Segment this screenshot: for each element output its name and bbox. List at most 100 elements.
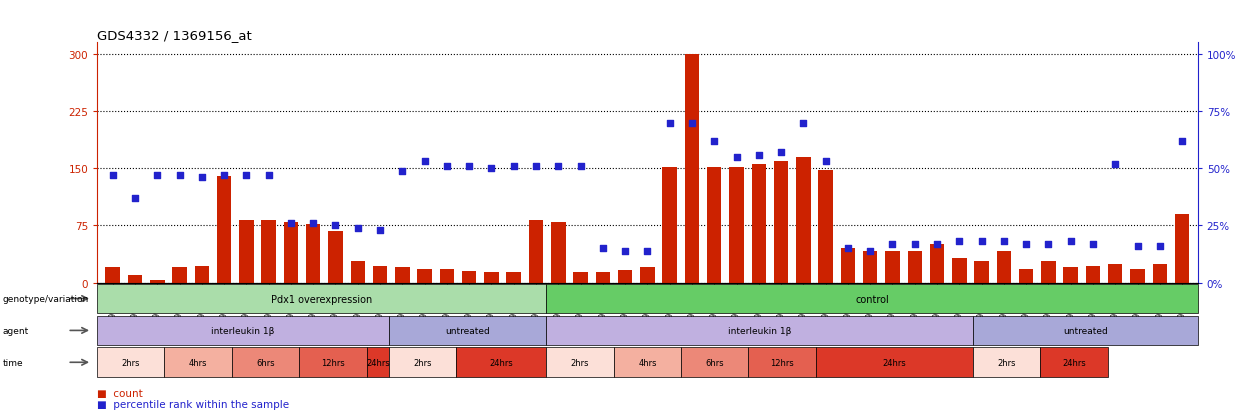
Text: 2hrs: 2hrs xyxy=(570,358,589,367)
Bar xyxy=(996,251,1011,283)
Bar xyxy=(529,221,543,283)
Bar xyxy=(685,55,700,283)
Bar xyxy=(417,269,432,283)
Bar xyxy=(930,245,944,283)
Point xyxy=(281,220,301,227)
Point xyxy=(237,172,256,179)
Text: ■  percentile rank within the sample: ■ percentile rank within the sample xyxy=(97,399,289,409)
Point xyxy=(459,163,479,170)
Text: interleukin 1β: interleukin 1β xyxy=(728,326,792,335)
Point xyxy=(1150,243,1170,250)
Text: 12hrs: 12hrs xyxy=(771,358,794,367)
Bar xyxy=(439,269,454,283)
Text: untreated: untreated xyxy=(1063,326,1108,335)
Point xyxy=(169,172,189,179)
Bar xyxy=(1063,268,1078,283)
Point xyxy=(124,195,144,202)
Point xyxy=(637,248,657,254)
Point xyxy=(1016,241,1036,247)
Bar xyxy=(730,167,743,283)
Point xyxy=(1106,161,1125,168)
Bar xyxy=(351,261,365,283)
Point xyxy=(950,239,970,245)
Bar xyxy=(796,157,810,283)
Point xyxy=(147,172,167,179)
Point xyxy=(570,163,590,170)
Bar xyxy=(462,271,477,283)
Point xyxy=(304,220,324,227)
Bar xyxy=(840,248,855,283)
Point xyxy=(994,239,1013,245)
Text: 24hrs: 24hrs xyxy=(1062,358,1086,367)
Text: ■  count: ■ count xyxy=(97,388,143,398)
Point xyxy=(815,159,835,165)
Text: 6hrs: 6hrs xyxy=(706,358,725,367)
Bar xyxy=(1108,265,1123,283)
Bar xyxy=(1018,269,1033,283)
Point xyxy=(325,223,345,229)
Text: time: time xyxy=(2,358,24,367)
Text: 2hrs: 2hrs xyxy=(122,358,139,367)
Text: 4hrs: 4hrs xyxy=(639,358,656,367)
Text: GDS4332 / 1369156_at: GDS4332 / 1369156_at xyxy=(97,29,251,42)
Bar xyxy=(172,268,187,283)
Point xyxy=(771,150,791,156)
Point xyxy=(682,120,702,126)
Point xyxy=(660,120,680,126)
Point xyxy=(1172,138,1191,145)
Bar xyxy=(306,224,320,283)
Point xyxy=(192,175,212,181)
Bar xyxy=(640,268,655,283)
Bar xyxy=(618,271,632,283)
Bar xyxy=(1086,266,1101,283)
Text: control: control xyxy=(855,294,889,304)
Bar xyxy=(128,275,142,283)
Point xyxy=(259,172,279,179)
Bar xyxy=(284,222,299,283)
Text: interleukin 1β: interleukin 1β xyxy=(212,326,275,335)
Bar xyxy=(484,272,499,283)
Text: agent: agent xyxy=(2,326,29,335)
Bar xyxy=(1175,214,1189,283)
Point xyxy=(727,154,747,161)
Point xyxy=(883,241,903,247)
Point xyxy=(504,163,524,170)
Bar xyxy=(1130,269,1145,283)
Bar xyxy=(1153,265,1167,283)
Text: 24hrs: 24hrs xyxy=(883,358,906,367)
Point xyxy=(347,225,367,231)
Bar xyxy=(1041,261,1056,283)
Text: genotype/variation: genotype/variation xyxy=(2,294,88,303)
Bar xyxy=(885,251,900,283)
Bar xyxy=(507,272,520,283)
Point xyxy=(838,245,858,252)
Point xyxy=(928,241,947,247)
Point xyxy=(1038,241,1058,247)
Bar xyxy=(818,170,833,283)
Text: 24hrs: 24hrs xyxy=(489,358,513,367)
Point xyxy=(214,172,234,179)
Bar xyxy=(662,167,677,283)
Bar xyxy=(573,272,588,283)
Point xyxy=(615,248,635,254)
Point xyxy=(905,241,925,247)
Text: 2hrs: 2hrs xyxy=(413,358,432,367)
Point xyxy=(527,163,547,170)
Text: Pdx1 overexpression: Pdx1 overexpression xyxy=(271,294,372,304)
Text: 24hrs: 24hrs xyxy=(366,358,390,367)
Bar xyxy=(217,176,232,283)
Point xyxy=(415,159,435,165)
Text: 4hrs: 4hrs xyxy=(189,358,208,367)
Bar xyxy=(552,222,565,283)
Point xyxy=(1128,243,1148,250)
Point xyxy=(437,163,457,170)
Point xyxy=(1083,241,1103,247)
Bar xyxy=(194,266,209,283)
Bar xyxy=(261,221,276,283)
Point xyxy=(392,168,412,174)
Bar xyxy=(863,251,878,283)
Text: 2hrs: 2hrs xyxy=(997,358,1016,367)
Bar xyxy=(908,251,923,283)
Point xyxy=(860,248,880,254)
Point xyxy=(705,138,725,145)
